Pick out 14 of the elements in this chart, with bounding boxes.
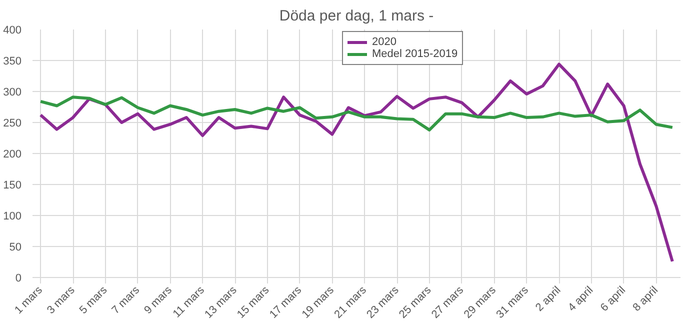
y-tick-label: 300	[3, 86, 22, 98]
legend-label: 2020	[372, 36, 396, 48]
y-tick-label: 200	[3, 148, 22, 160]
line-series	[39, 62, 674, 263]
legend-label: Medel 2015-2019	[372, 48, 458, 60]
y-tick-label: 50	[9, 242, 22, 254]
y-tick-label: 350	[3, 56, 22, 68]
y-tick-label: 0	[15, 272, 22, 284]
y-tick-label: 100	[3, 210, 22, 222]
chart-title: Döda per dag, 1 mars -	[279, 8, 434, 24]
y-tick-label: 150	[3, 180, 22, 192]
line-series	[39, 96, 674, 132]
y-tick-label: 250	[3, 118, 22, 130]
y-tick-label: 400	[3, 24, 22, 36]
